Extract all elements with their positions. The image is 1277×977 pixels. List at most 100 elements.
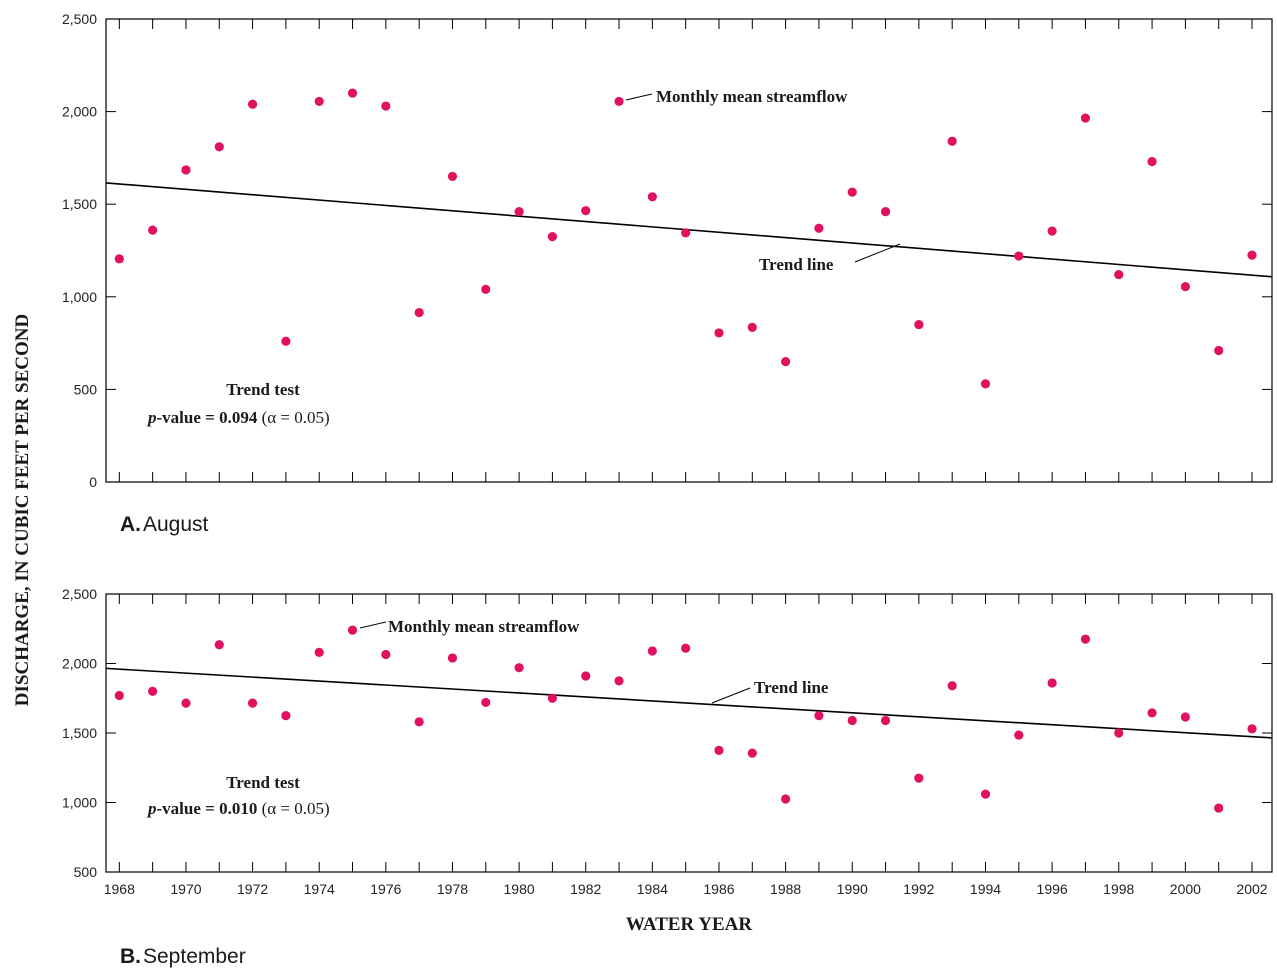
data-point	[647, 192, 657, 202]
data-point	[980, 379, 991, 389]
data-point	[914, 319, 924, 330]
data-point	[347, 625, 358, 635]
trend-test-title-august: Trend test	[226, 380, 300, 399]
data-point	[1114, 269, 1124, 280]
y-ticks-august: 0 500 1,000 1,500 2,000 2,500	[62, 11, 1272, 490]
trend-leader-september	[711, 687, 751, 704]
data-point	[1180, 712, 1190, 722]
x-tick-label: 1998	[1103, 881, 1134, 897]
data-point	[947, 136, 957, 146]
data-point	[181, 698, 191, 708]
data-point	[880, 715, 891, 726]
data-point	[1014, 251, 1024, 261]
x-tick-label: 2002	[1236, 881, 1267, 897]
data-point	[281, 336, 291, 346]
trend-label-august: Trend line	[759, 255, 834, 274]
data-point	[1080, 634, 1091, 644]
y-tick-label: 500	[74, 381, 98, 397]
y-tick-label: 1,500	[62, 725, 97, 741]
streamflow-leader-september	[359, 621, 387, 629]
x-tick-label: 2000	[1170, 881, 1201, 897]
p-value-august: -value = 0.094	[157, 408, 258, 427]
data-point	[1147, 157, 1157, 167]
data-point	[614, 96, 624, 107]
data-point	[681, 228, 691, 238]
data-point	[914, 773, 924, 783]
trend-test-pvalue-september: p-value = 0.010 (α = 0.05)	[146, 799, 330, 818]
y-tick-label: 2,500	[62, 11, 97, 27]
data-point	[647, 646, 657, 656]
y-tick-label: 1,000	[62, 289, 97, 305]
data-point	[681, 643, 691, 653]
p-symbol-september: p	[146, 799, 157, 818]
x-axis-title: WATER YEAR	[626, 914, 752, 935]
data-point	[1047, 226, 1057, 236]
data-point	[1114, 728, 1124, 738]
panel-letter-september: B.	[120, 945, 141, 968]
trend-test-pvalue-august: p-value = 0.094 (α = 0.05)	[146, 408, 330, 427]
data-point	[814, 223, 824, 233]
x-tick-label: 1988	[770, 881, 801, 897]
data-point	[514, 663, 524, 673]
data-point	[514, 207, 524, 217]
trend-leader-august	[854, 243, 901, 263]
panel-september: 500 1,000 1,500 2,000 2,500 1968 1970 1972 1974…	[62, 586, 1273, 968]
data-point	[547, 232, 558, 242]
data-point	[847, 715, 857, 726]
data-point	[1247, 250, 1257, 260]
x-tick-label: 1986	[703, 881, 734, 897]
data-point	[247, 99, 258, 109]
data-point	[1080, 113, 1091, 123]
data-point	[114, 254, 124, 264]
panel-letter-august: A.	[120, 513, 141, 536]
data-point	[314, 96, 324, 107]
y-tick-label: 2,500	[62, 586, 97, 602]
x-tick-label: 1990	[837, 881, 868, 897]
data-point	[1180, 282, 1190, 292]
data-point	[481, 284, 491, 294]
points-september	[114, 625, 1257, 813]
alpha-august: (α = 0.05)	[262, 408, 330, 427]
data-point	[847, 187, 857, 197]
data-point	[1147, 708, 1157, 718]
x-tick-label: 1980	[504, 881, 535, 897]
data-point	[381, 649, 391, 660]
data-point	[181, 165, 191, 175]
data-point	[148, 686, 158, 696]
p-symbol-august: p	[146, 408, 157, 427]
panel-august: 0 500 1,000 1,500 2,000 2,500 Monthly mean st…	[62, 11, 1273, 536]
data-point	[414, 307, 424, 318]
x-tick-label: 1972	[237, 881, 268, 897]
data-point	[281, 711, 291, 721]
x-tick-label: 1996	[1037, 881, 1068, 897]
trend-label-september: Trend line	[754, 678, 829, 697]
y-ticks-september: 500 1,000 1,500 2,000 2,500	[62, 586, 1272, 880]
y-axis-title: DISCHARGE, IN CUBIC FEET PER SECOND	[12, 314, 33, 706]
trend-line-september	[105, 667, 1273, 739]
streamflow-leader-august	[625, 93, 653, 101]
data-point	[747, 748, 757, 758]
x-tick-label: 1970	[170, 881, 201, 897]
data-point	[614, 676, 624, 686]
x-tick-label: 1968	[104, 881, 135, 897]
y-tick-label: 1,500	[62, 196, 97, 212]
x-tick-label: 1978	[437, 881, 468, 897]
trend-line	[105, 667, 1273, 739]
plot-frame-september	[105, 593, 1273, 873]
data-point	[980, 789, 991, 799]
x-ticks-august	[118, 19, 1253, 482]
x-tick-label: 1974	[304, 881, 335, 897]
data-point	[247, 698, 258, 708]
data-point	[814, 711, 824, 721]
streamflow-label-august: Monthly mean streamflow	[656, 87, 848, 106]
data-point	[481, 697, 491, 708]
y-tick-label: 0	[89, 474, 97, 490]
data-point	[414, 717, 424, 727]
x-tick-label: 1982	[570, 881, 601, 897]
x-tick-label: 1976	[370, 881, 401, 897]
data-point	[1014, 730, 1024, 740]
data-point	[1214, 803, 1224, 813]
data-point	[214, 142, 224, 152]
x-ticks-september: 1968 1970 1972 1974 1976 1978 1980 1982 1984 1986…	[104, 594, 1268, 897]
